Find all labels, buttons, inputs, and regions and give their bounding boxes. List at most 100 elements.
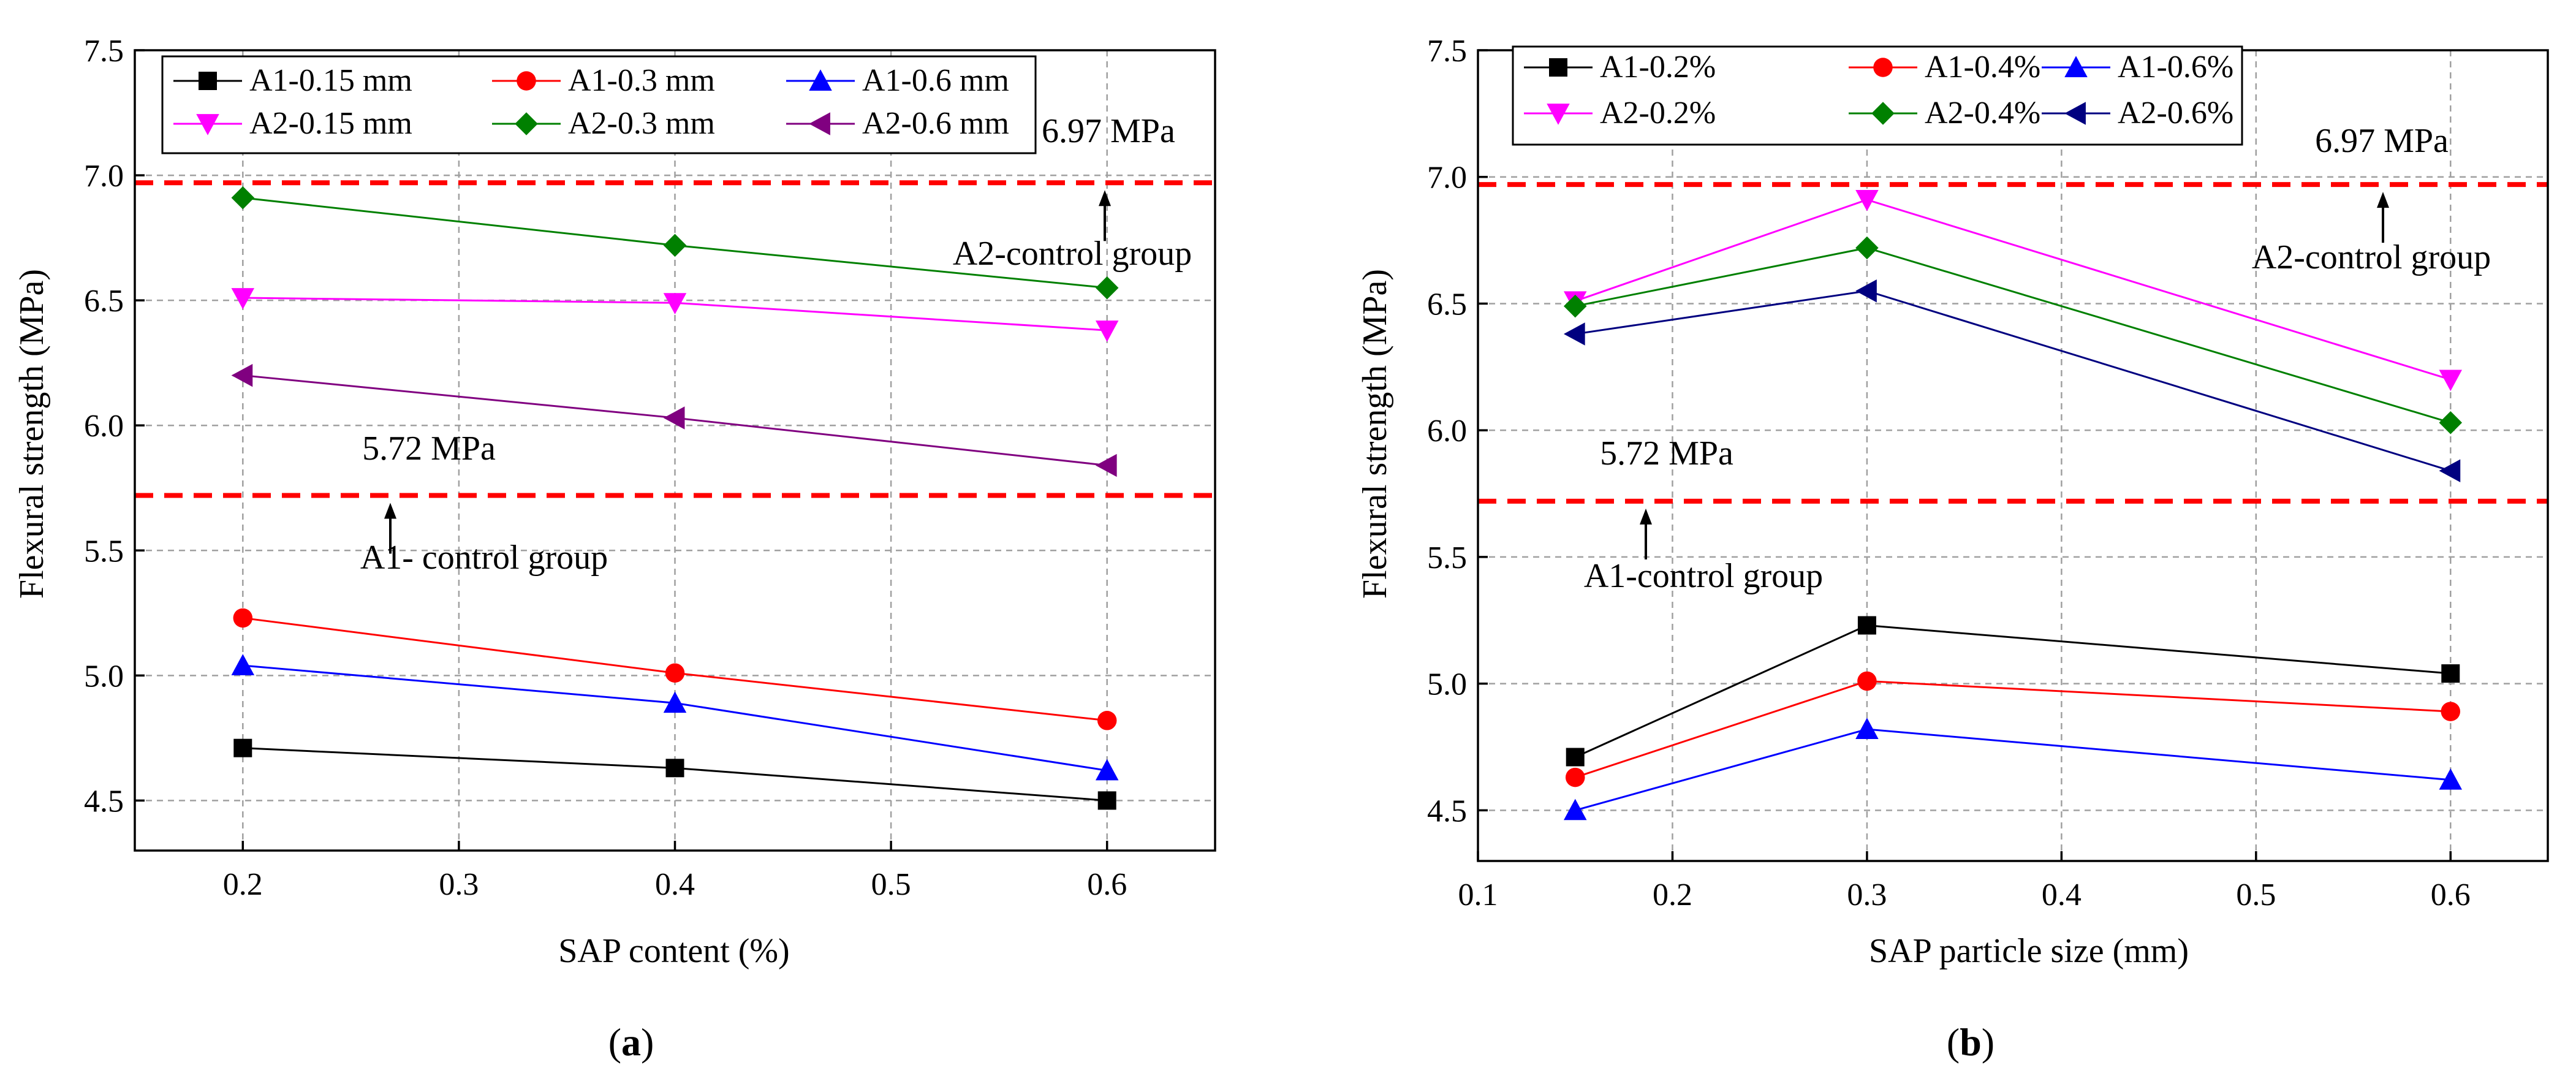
series-A2-0.6 mm: [231, 363, 1117, 477]
y-tick-label: 7.0: [84, 159, 124, 194]
legend-item: A2-0.6 mm: [786, 106, 1009, 141]
data-point: [1563, 322, 1585, 346]
data-point: [1855, 236, 1879, 260]
legend-item: A1-0.6%: [2042, 50, 2233, 85]
up-arrow-icon: [384, 502, 396, 519]
series-A1-0.4%: [1565, 671, 2461, 787]
panel-a-plot: 4.5 5.0 5.5 6.0 6.5 7.0 7.5 0.2 0.3 0.4 0.5 0.6 6.97…: [84, 34, 1216, 902]
series-A2-0.4%: [1563, 236, 2463, 434]
data-point: [2441, 702, 2461, 721]
y-tick-label: 7.0: [1427, 161, 1467, 195]
y-tick-label: 6.5: [84, 284, 124, 319]
legend-label: A1-0.6%: [2118, 50, 2233, 85]
panel-b-ylabel: Flexural strength (MPa): [1356, 269, 1394, 599]
series-A1-0.6 mm: [231, 654, 1119, 781]
legend-marker: [196, 114, 219, 135]
legend-item: A2-0.15 mm: [173, 106, 412, 141]
legend-label: A1-0.2%: [1600, 50, 1716, 85]
series-A2-0.15 mm: [231, 288, 1119, 342]
legend-marker: [515, 112, 538, 135]
panel-a-xlabel: SAP content (%): [558, 932, 789, 970]
legend-marker: [1549, 58, 1567, 77]
x-tick-label: 0.4: [655, 867, 695, 902]
data-point: [1097, 711, 1117, 730]
data-point: [1855, 718, 1879, 739]
legend-label: A2-0.6 mm: [862, 106, 1009, 141]
data-point: [231, 186, 255, 210]
data-point: [231, 363, 253, 387]
data-point: [665, 759, 684, 778]
data-point: [233, 738, 252, 757]
data-point: [663, 233, 687, 257]
y-tick-label: 6.0: [1427, 414, 1467, 449]
data-point: [1095, 759, 1119, 781]
data-point: [663, 293, 687, 314]
data-point: [1857, 671, 1877, 691]
y-tick-label: 6.0: [84, 409, 124, 444]
legend-marker: [1547, 104, 1570, 125]
legend-label: A1-0.6 mm: [862, 63, 1009, 98]
data-point: [1857, 616, 1876, 635]
panel-b-caption-letter: b: [1960, 1020, 1982, 1064]
legend-label: A2-0.15 mm: [249, 106, 412, 141]
x-tick-label: 0.6: [2431, 878, 2471, 912]
data-point: [2441, 664, 2460, 683]
x-tick-label: 0.3: [439, 867, 479, 902]
panel-b-caption: (b): [1947, 1020, 1995, 1064]
legend-label: A1-0.4%: [1925, 50, 2040, 85]
series-A2-0.6%: [1563, 279, 2461, 483]
panel-b-legend: A1-0.2% A1-0.4% A1-0.6% A2-0.2% A2-0.4% A2-0.…: [1512, 45, 2243, 146]
legend-label: A2-0.6%: [2118, 96, 2233, 131]
reference-group-label: A2-control group: [2252, 238, 2491, 276]
legend-item: A2-0.3 mm: [492, 106, 715, 141]
data-point: [665, 663, 685, 683]
data-point: [1565, 767, 1585, 787]
panel-a-caption-letter: a: [621, 1020, 641, 1064]
legend-label: A1-0.3 mm: [568, 63, 715, 98]
y-tick-label: 4.5: [1427, 794, 1467, 828]
data-point: [1855, 279, 1877, 303]
data-point: [2439, 459, 2461, 483]
legend-marker: [2064, 56, 2088, 77]
legend-marker: [809, 69, 832, 91]
y-tick-label: 5.0: [1427, 667, 1467, 702]
legend-item: A1-0.3 mm: [492, 63, 715, 98]
legend-marker: [809, 112, 830, 135]
data-point: [233, 608, 253, 628]
series-A2-0.3 mm: [231, 186, 1119, 300]
series-A1-0.3 mm: [233, 608, 1117, 730]
reference-value-label: 6.97 MPa: [2315, 122, 2449, 160]
y-tick-label: 5.0: [84, 659, 124, 694]
series-A1-0.15 mm: [233, 738, 1116, 810]
reference-group-label: A1-control group: [1584, 557, 1823, 595]
data-point: [1566, 748, 1585, 767]
data-point: [1095, 453, 1117, 477]
y-tick-label: 5.5: [1427, 540, 1467, 575]
data-point: [1095, 320, 1119, 342]
panel-a-caption: (a): [608, 1020, 654, 1064]
y-tick-label: 7.5: [84, 34, 124, 69]
y-tick-label: 6.5: [1427, 287, 1467, 322]
legend-item: A2-0.6%: [2042, 96, 2233, 131]
legend-marker: [517, 71, 536, 91]
up-arrow-icon: [2377, 192, 2389, 208]
x-tick-label: 0.3: [1847, 878, 1887, 912]
data-point: [2439, 411, 2463, 434]
data-point: [1097, 791, 1116, 810]
x-tick-label: 0.1: [1458, 878, 1498, 912]
x-tick-label: 0.6: [1087, 867, 1127, 902]
data-point: [1095, 276, 1119, 300]
legend-label: A2-0.2%: [1600, 96, 1716, 131]
reference-group-label: A1- control group: [360, 539, 608, 577]
legend-item: A1-0.15 mm: [173, 63, 412, 98]
legend-marker: [199, 72, 217, 90]
legend-item: A2-0.4%: [1849, 96, 2040, 131]
series-A1-0.6%: [1563, 718, 2463, 821]
reference-value-label: 5.72 MPa: [1600, 434, 1733, 472]
legend-marker: [1873, 58, 1893, 77]
panel-a: Flexural strength (MPa) SAP content (%) …: [13, 269, 790, 1064]
panel-a-ylabel: Flexural strength (MPa): [13, 269, 51, 599]
data-point: [231, 654, 255, 675]
legend-item: A1-0.6 mm: [786, 63, 1009, 98]
